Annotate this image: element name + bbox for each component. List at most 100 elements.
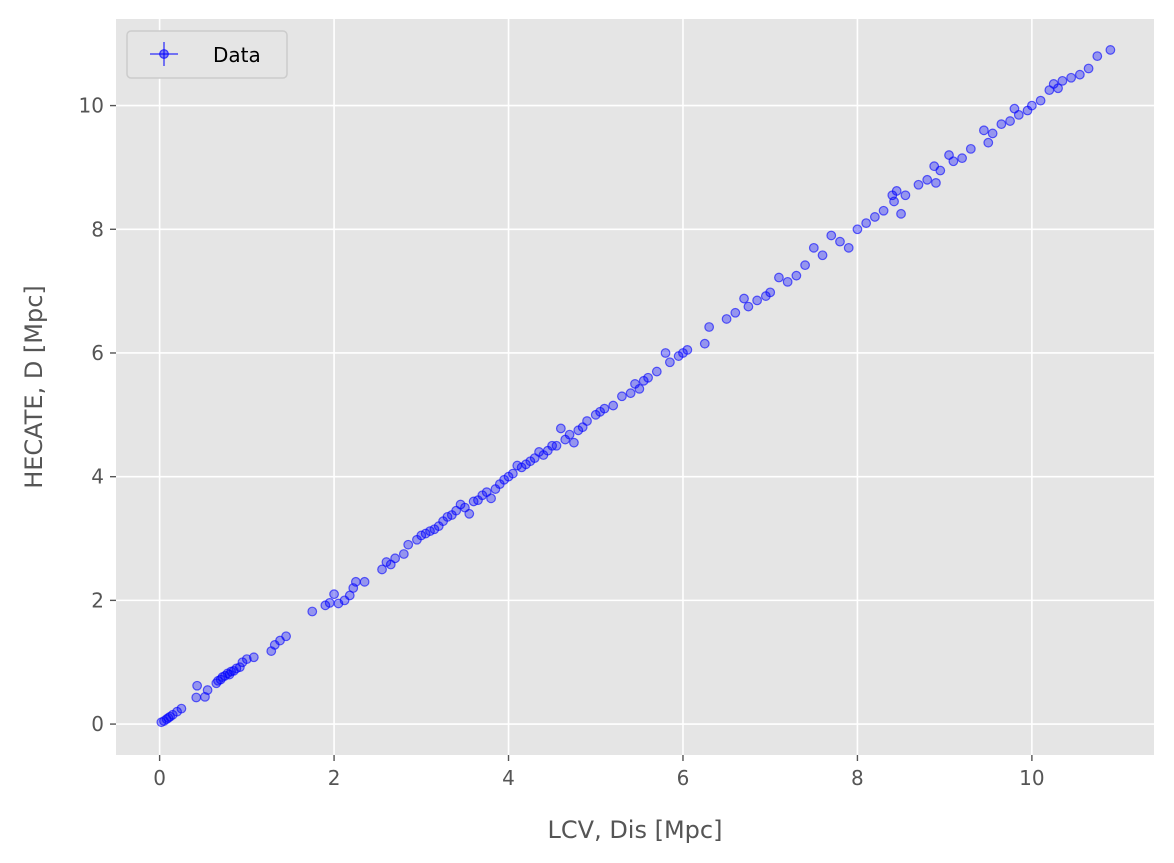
data-point	[800, 260, 810, 271]
data-point	[922, 174, 933, 185]
data-point	[699, 338, 710, 349]
data-point	[743, 301, 754, 312]
legend: Data	[126, 30, 288, 79]
grid-lines	[116, 19, 1154, 755]
data-point	[987, 128, 998, 139]
data-point	[889, 196, 899, 207]
data-point	[782, 276, 793, 287]
y-tick-label: 2	[91, 588, 104, 612]
data-point	[350, 576, 361, 587]
x-tick-label: 2	[328, 766, 341, 790]
data-point	[931, 177, 941, 188]
data-point	[808, 242, 819, 253]
data-point	[582, 416, 592, 426]
data-point	[555, 423, 566, 434]
data-point	[704, 322, 715, 332]
data-point	[996, 119, 1007, 130]
data-point	[1035, 95, 1046, 106]
data-point	[634, 383, 645, 394]
data-point	[891, 186, 902, 196]
data-point	[377, 564, 387, 575]
data-point	[202, 685, 213, 695]
x-tick-labels: 0 2 4 6 8 10	[153, 755, 1045, 790]
data-point	[398, 549, 409, 559]
data-point	[248, 652, 259, 663]
data-point	[852, 224, 863, 235]
y-tick-label: 10	[79, 94, 104, 118]
data-point	[359, 576, 370, 587]
data-point	[913, 179, 924, 190]
y-tick-label: 6	[91, 341, 104, 365]
y-tick-label: 8	[91, 217, 104, 241]
data-point	[721, 314, 732, 324]
data-point	[551, 440, 562, 451]
data-point	[617, 391, 627, 402]
data-point	[486, 493, 496, 504]
data-point	[817, 250, 828, 261]
data-point	[608, 400, 619, 411]
data-point	[329, 589, 339, 600]
data-point	[651, 366, 662, 377]
data-point	[752, 295, 763, 306]
data-point	[948, 156, 959, 167]
data-point	[935, 165, 946, 176]
data-point	[869, 212, 880, 222]
data-point	[664, 357, 675, 368]
x-tick-label: 6	[677, 766, 690, 790]
data-point	[730, 307, 741, 318]
legend-point	[159, 49, 169, 59]
data-point	[896, 208, 906, 219]
data-point	[1053, 83, 1063, 94]
data-points	[156, 45, 1116, 728]
x-tick-label: 0	[153, 766, 166, 790]
data-point	[507, 468, 518, 479]
data-point	[1105, 45, 1116, 55]
data-point	[900, 190, 911, 201]
x-tick-label: 4	[502, 766, 515, 790]
data-point	[390, 553, 401, 564]
x-tick-label: 10	[1019, 766, 1044, 790]
data-point	[878, 205, 889, 216]
data-point	[191, 692, 202, 703]
data-point	[826, 230, 837, 241]
data-point	[281, 631, 291, 642]
data-point	[464, 508, 475, 519]
data-point	[564, 429, 575, 440]
data-point	[682, 344, 693, 355]
data-point	[957, 153, 968, 164]
data-point	[324, 597, 335, 608]
data-point	[979, 125, 989, 136]
data-point	[1026, 100, 1037, 111]
data-point	[660, 348, 671, 358]
data-point	[835, 236, 845, 247]
x-axis-label: LCV, Dis [Mpc]	[548, 816, 723, 844]
data-point	[1005, 116, 1015, 126]
data-point	[1083, 63, 1094, 74]
data-point	[403, 539, 414, 550]
data-point	[599, 403, 610, 414]
data-point	[307, 606, 318, 617]
legend-box	[126, 30, 288, 79]
data-point	[1092, 51, 1103, 62]
data-point	[625, 388, 636, 399]
data-point	[739, 293, 749, 304]
data-point	[774, 272, 784, 283]
y-tick-labels: 0 2 4 6 8 10	[79, 94, 116, 736]
data-point	[983, 137, 994, 148]
y-tick-label: 0	[91, 712, 104, 736]
data-point	[176, 703, 187, 714]
data-point	[1057, 75, 1068, 86]
y-axis-label: HECATE, D [Mpc]	[20, 285, 48, 489]
data-point	[569, 437, 579, 448]
legend-marker-icon	[150, 42, 178, 66]
data-point	[861, 218, 872, 229]
data-point	[643, 372, 653, 383]
legend-label-data: Data	[213, 43, 261, 67]
x-tick-label: 8	[851, 766, 864, 790]
data-point	[791, 270, 802, 281]
data-point	[765, 287, 776, 298]
data-point	[843, 242, 854, 253]
data-point	[192, 680, 203, 691]
data-point	[965, 143, 976, 154]
